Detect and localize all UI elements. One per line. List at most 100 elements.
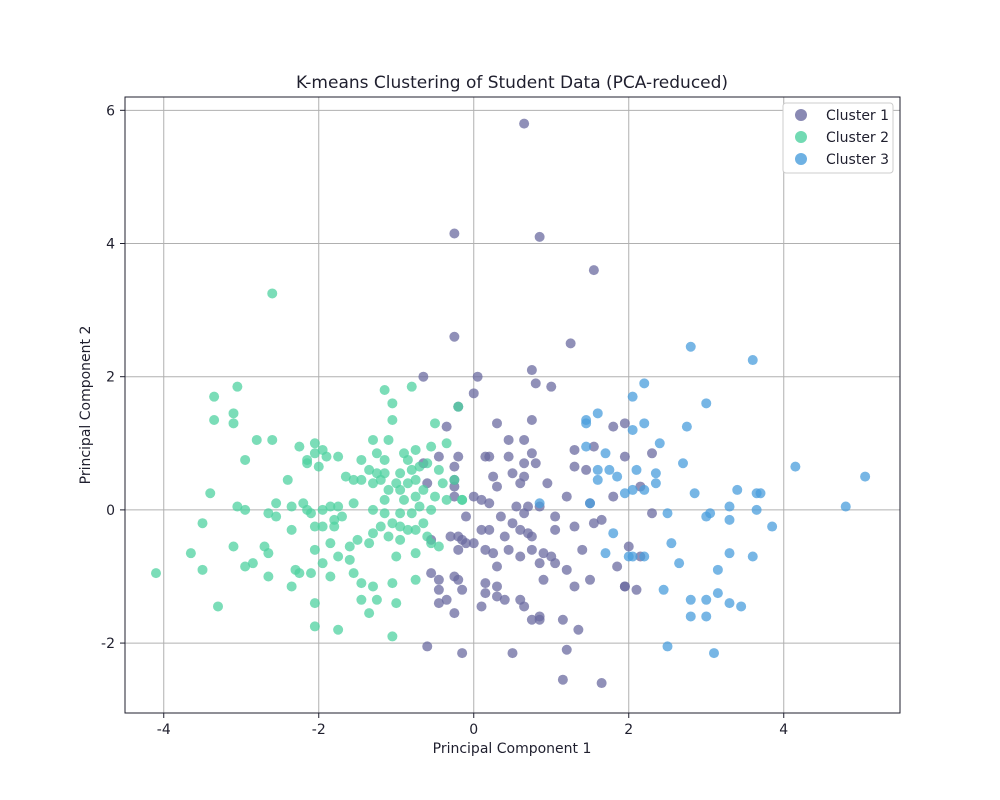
data-point [309,598,320,609]
data-point [410,491,421,502]
data-point [267,434,278,445]
data-point [627,551,638,562]
data-point [433,464,444,475]
data-point [639,484,650,495]
data-point [433,598,444,609]
data-point [639,418,650,429]
data-point [433,574,444,585]
y-tick-label: -2 [101,636,115,652]
data-point [205,488,216,499]
data-point [747,551,758,562]
data-point [391,598,402,609]
data-point [534,231,545,242]
data-point [526,544,537,555]
data-point [406,381,417,392]
data-point [503,434,514,445]
data-point [414,501,425,512]
data-point [472,371,483,382]
data-point [387,578,398,589]
data-point [631,464,642,475]
data-point [426,538,437,549]
data-point [647,508,657,519]
data-point [767,521,778,532]
data-point [325,571,336,582]
legend-item-cluster-1: Cluster 1 [795,108,889,124]
data-point [441,421,452,432]
data-point [197,518,208,529]
data-point [333,551,344,562]
data-point [395,508,406,519]
data-point [480,578,491,589]
data-point [387,631,398,642]
data-point [495,511,506,522]
data-point [476,524,487,535]
x-axis-label: Principal Component 1 [433,741,592,757]
data-point [639,551,650,562]
data-point [263,571,274,582]
data-point [263,548,274,559]
data-point [185,548,196,559]
data-point [534,558,545,569]
data-point [395,534,406,545]
data-point [600,448,611,459]
data-point [309,438,320,449]
data-point [488,471,499,482]
data-point [383,434,394,445]
data-point [364,608,375,619]
data-point [371,594,382,605]
data-point [499,531,510,542]
data-point [383,484,394,495]
data-point [689,488,700,499]
data-point [348,474,359,485]
data-point [565,338,576,349]
data-point [581,464,592,475]
data-point [418,371,429,382]
data-point [449,331,460,342]
data-point [557,674,568,685]
data-point [461,538,471,549]
data-point [678,458,688,469]
data-point [519,434,530,445]
data-point [507,468,518,479]
data-point [619,451,630,462]
data-point [356,454,367,465]
data-point [724,501,735,512]
data-point [608,491,619,502]
y-tick-label: 4 [106,237,115,253]
data-point [526,448,537,459]
data-point [426,504,437,515]
data-point [526,414,537,425]
data-point [585,498,595,509]
data-point [457,584,468,595]
data-point [569,521,580,532]
data-point [433,541,444,552]
data-point [511,501,522,512]
data-point [550,558,561,569]
legend-marker-cluster-1 [795,109,807,121]
data-point [282,474,293,485]
chart-title: K-means Clustering of Student Data (PCA-… [296,73,728,93]
x-tick-label: -2 [312,722,326,738]
data-point [410,524,421,535]
legend-item-cluster-2: Cluster 2 [795,130,889,146]
data-point [309,448,320,459]
data-point [492,561,502,572]
data-point [674,558,685,569]
data-point [701,398,712,409]
data-point [414,461,425,472]
data-point [364,464,375,475]
data-point [515,551,526,562]
data-point [736,601,747,612]
data-point [449,491,460,502]
data-point [480,544,491,555]
data-point [488,548,499,559]
data-point [519,508,530,519]
data-point [526,614,537,625]
data-point [433,451,444,462]
data-point [402,478,413,489]
data-point [542,478,553,489]
legend-marker-cluster-2 [795,131,807,143]
data-point [650,478,661,489]
data-point [631,584,642,595]
